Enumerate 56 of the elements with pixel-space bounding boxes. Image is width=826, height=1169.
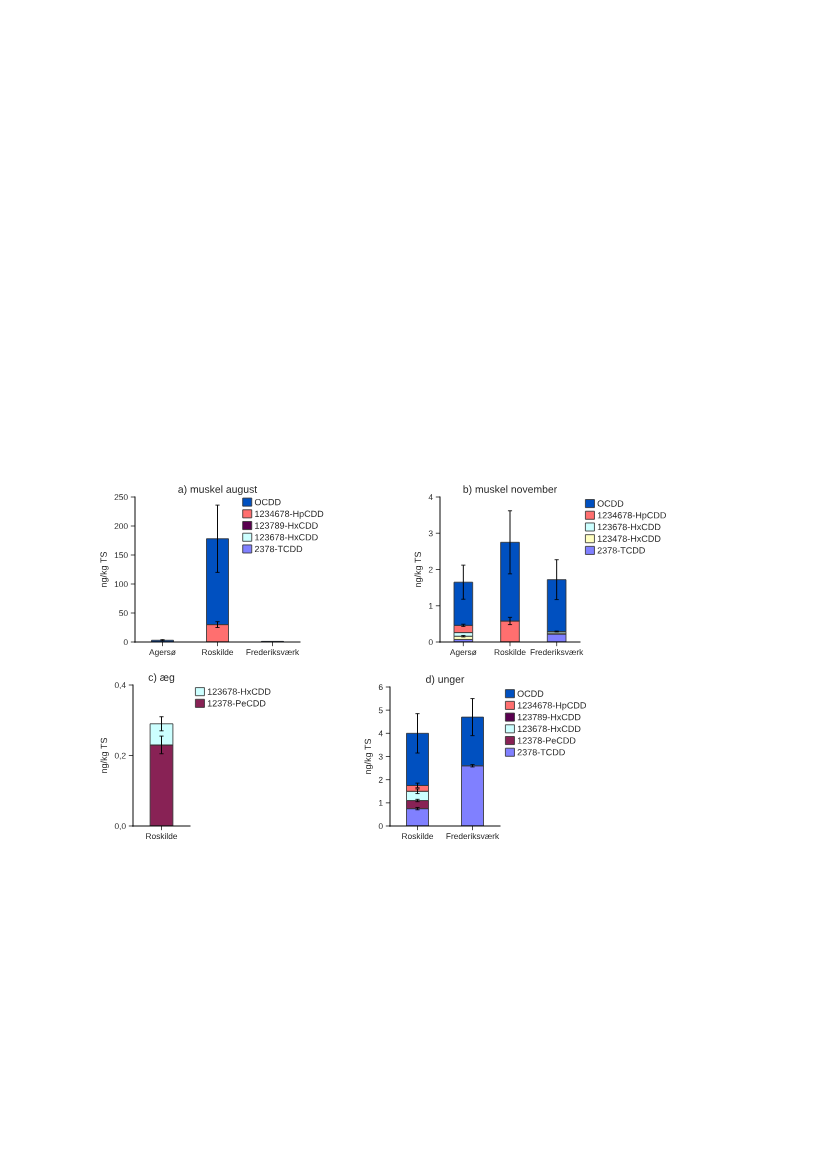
y-tick-label: 100 — [114, 581, 128, 588]
y-tick-label: 0 — [428, 639, 433, 646]
x-tick-label: Roskilde — [146, 832, 178, 840]
x-tick-label: Roskilde — [494, 648, 526, 656]
chart-title: b) muskel november — [463, 485, 558, 495]
legend-label: 123678-HxCDD — [517, 725, 581, 732]
y-tick-label: 0,4 — [114, 682, 126, 690]
y-tick-label: 4 — [428, 494, 433, 501]
chart-title: c) æg — [148, 673, 175, 683]
legend-label: 123789-HxCDD — [255, 522, 318, 529]
y-tick-label: 6 — [378, 684, 383, 691]
y-axis-title: ng/kg TS — [100, 551, 109, 587]
y-axis-title: ng/kg TS — [364, 738, 373, 774]
y-tick-label: 3 — [428, 530, 433, 537]
legend-label: 1234678-HpCDD — [597, 512, 666, 521]
x-tick-label: Frederiksværk — [530, 648, 584, 656]
y-tick-label: 0 — [123, 639, 128, 646]
legend-label: 12378-PeCDD — [207, 700, 266, 707]
x-tick-label: Frederiksværk — [246, 648, 300, 656]
legend-label: 2378-TCDD — [254, 545, 303, 553]
x-tick-label: Agersø — [449, 649, 477, 657]
y-tick-label: 0,0 — [114, 823, 126, 831]
y-tick-label: 2 — [378, 776, 383, 783]
legend-label: OCDD — [517, 690, 544, 697]
legend-label: 1234678-HpCDD — [517, 702, 586, 711]
chart-title: d) unger — [426, 675, 465, 685]
legend-label: 2378-TCDD — [517, 749, 565, 756]
y-tick-label: 0 — [378, 823, 383, 830]
legend-label: 123478-HxCDD — [597, 535, 661, 542]
y-tick-label: 200 — [114, 523, 128, 530]
x-tick-label: Roskilde — [202, 648, 234, 656]
legend-label: 12378-PeCDD — [517, 737, 576, 744]
legend-label: 1234678-HpCDD — [255, 510, 324, 519]
x-tick-label: Frederiksværk — [446, 832, 500, 840]
chart-title: a) muskel august — [178, 485, 258, 495]
x-tick-label: Agersø — [149, 649, 176, 657]
y-axis-title: ng/kg TS — [414, 551, 423, 587]
y-tick-label: 1 — [379, 800, 383, 806]
legend-label: 123678-HxCDD — [597, 523, 661, 531]
legend-label: 2378-TCDD — [597, 547, 645, 554]
legend-label: OCDD — [597, 500, 624, 507]
legend-label: 123678-HxCDD — [207, 688, 271, 695]
y-axis-title: ng/kg TS — [100, 737, 109, 773]
y-tick-label: 150 — [114, 552, 128, 559]
y-tick-label: 3 — [378, 753, 383, 760]
legend-label: 123678-HxCDD — [255, 534, 318, 541]
y-tick-label: 50 — [119, 610, 128, 617]
y-tick-label: 0,2 — [114, 752, 126, 760]
legend-label: 123789-HxCDD — [517, 713, 581, 721]
x-tick-label: Roskilde — [402, 832, 434, 840]
legend-label: OCDD — [254, 498, 281, 506]
y-tick-label: 4 — [378, 730, 383, 737]
y-tick-label: 1 — [429, 603, 433, 609]
y-tick-label: 2 — [428, 566, 433, 573]
y-tick-label: 5 — [378, 707, 383, 714]
y-tick-label: 250 — [114, 494, 128, 501]
